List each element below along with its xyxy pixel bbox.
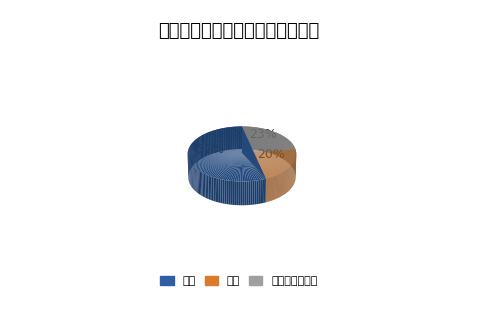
- Legend: 満足, 不満, どちらでもない: 満足, 不満, どちらでもない: [156, 272, 322, 291]
- Text: フォレスターの価格・満足度調査: フォレスターの価格・満足度調査: [158, 22, 320, 40]
